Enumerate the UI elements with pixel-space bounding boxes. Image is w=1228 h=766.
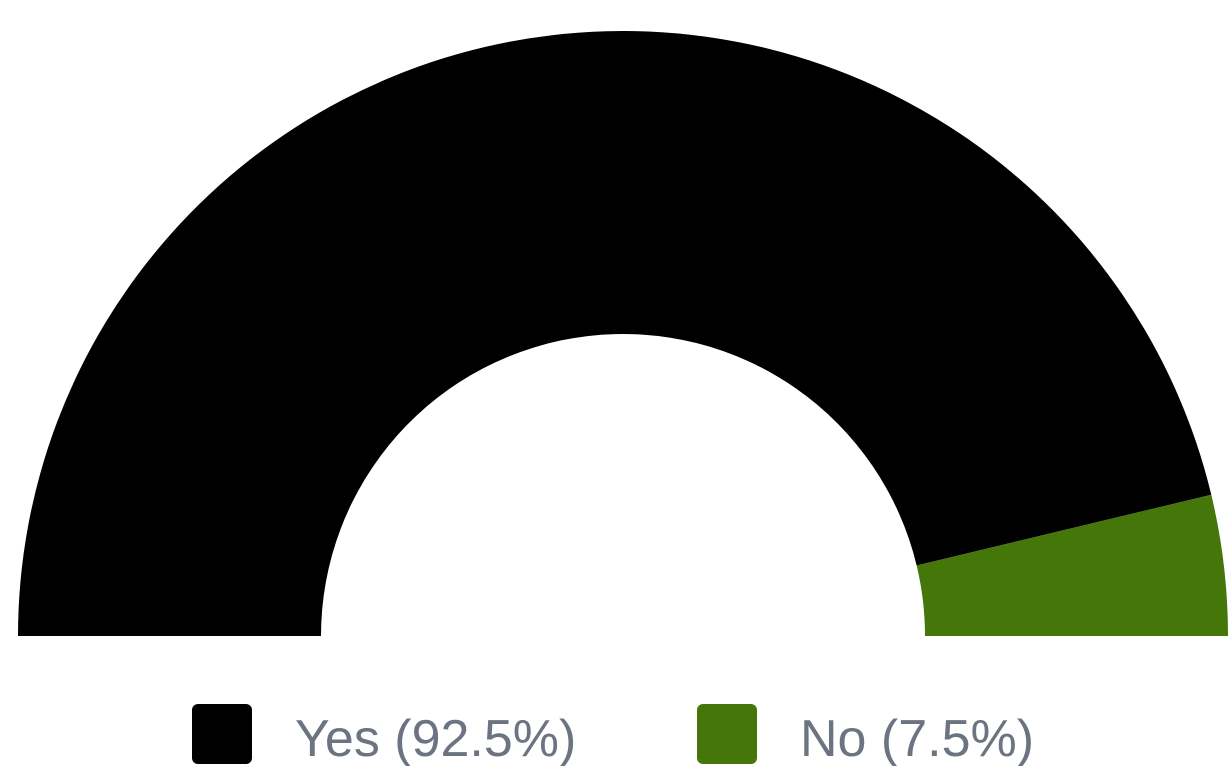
- donut-segment: [916, 494, 1228, 636]
- legend-swatch: [697, 704, 757, 764]
- legend-label: No (7.5%): [800, 710, 1034, 766]
- legend-label: Yes (92.5%): [295, 710, 576, 766]
- donut-segment: [18, 30, 1212, 637]
- legend-swatch: [192, 704, 252, 764]
